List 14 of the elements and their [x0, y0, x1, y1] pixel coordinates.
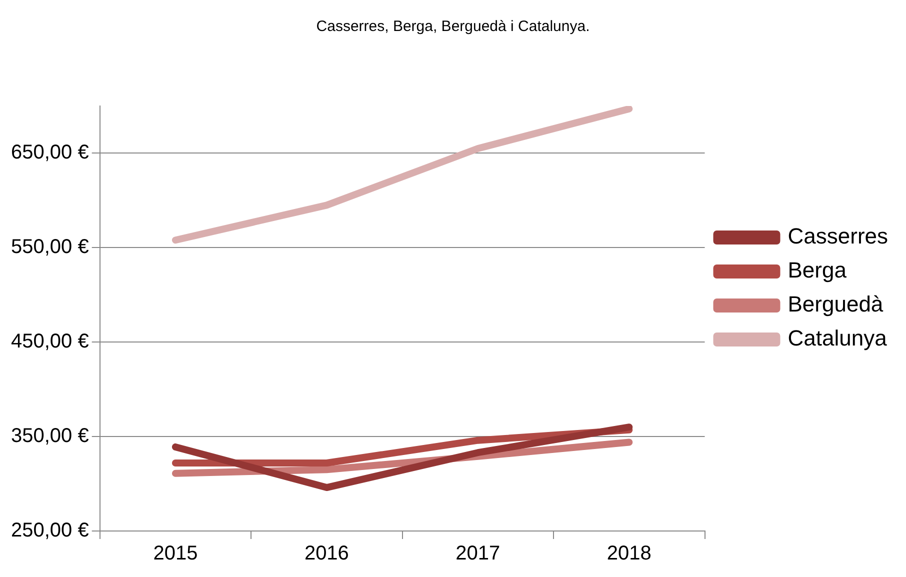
x-tick-label: 2015 [153, 542, 198, 565]
legend-label: Berga [788, 258, 848, 283]
legend-label: Berguedà [788, 292, 884, 317]
y-tick-label: 350,00 € [10, 425, 89, 448]
y-tick-label: 550,00 € [10, 236, 89, 258]
x-tick-label: 2018 [606, 542, 652, 565]
chart-title: Casserres, Berga, Berguedà i Catalunya. [316, 18, 590, 36]
legend-label: Catalunya [788, 326, 888, 351]
x-tick-label: 2017 [456, 542, 500, 565]
legend-label: Casserres [788, 224, 888, 249]
y-tick-label: 450,00 € [10, 330, 89, 353]
x-tick-label: 2016 [304, 542, 349, 565]
y-tick-label: 250,00 € [10, 520, 89, 542]
y-tick-label: 650,00 € [10, 142, 89, 164]
